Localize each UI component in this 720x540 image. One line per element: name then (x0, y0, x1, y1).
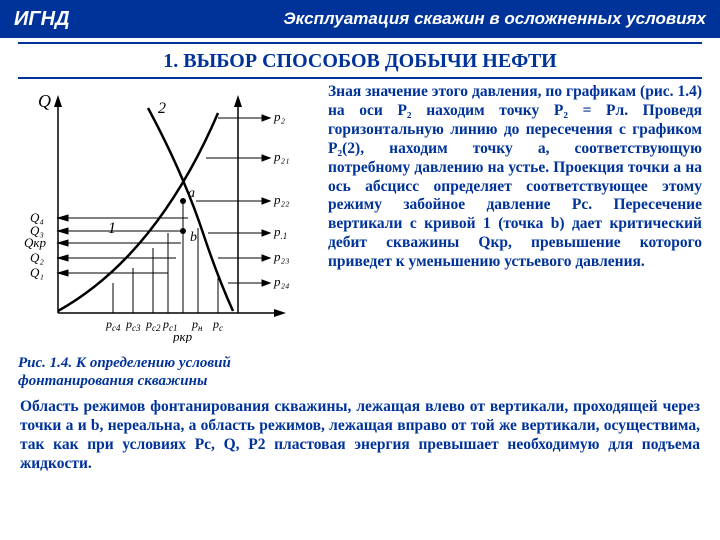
svg-text:Q₃: Q₃ (30, 223, 44, 238)
svg-text:p₂₄: p₂₄ (273, 274, 290, 289)
svg-text:p₂₁: p₂₁ (273, 149, 290, 164)
header-bar: ИГНД Эксплуатация скважин в осложненных … (0, 0, 720, 38)
svg-text:pс: pс (212, 317, 223, 333)
figure-svg: Q 1 2 a b (18, 83, 318, 343)
svg-text:Q₄: Q₄ (30, 210, 44, 225)
x-axis-end: pкр (172, 329, 193, 343)
section-title: 1. ВЫБОР СПОСОБОВ ДОБЫЧИ НЕФТИ (0, 50, 720, 73)
paragraph-right: Зная значение этого давления, по графика… (328, 83, 702, 390)
figure-caption: Рис. 1.4. К определению условий фонтанир… (18, 354, 320, 390)
y-axis-label: Q (38, 91, 51, 111)
header-left: ИГНД (14, 8, 70, 31)
svg-text:Q₁: Q₁ (30, 265, 44, 280)
svg-text:p₂₃: p₂₃ (273, 249, 290, 264)
paragraph-bottom: Область режимов фонтанирования скважины,… (0, 390, 720, 474)
header-right: Эксплуатация скважин в осложненных услов… (283, 9, 706, 29)
divider-top (18, 42, 702, 44)
svg-text:Q₂: Q₂ (30, 250, 44, 265)
point-b: b (190, 230, 197, 245)
point-a: a (188, 186, 195, 201)
left-column: Q 1 2 a b (18, 83, 320, 390)
curve2-label: 2 (158, 100, 166, 117)
svg-text:pс4: pс4 (105, 317, 121, 333)
svg-text:pс3: pс3 (125, 317, 141, 333)
svg-text:pс2: pс2 (145, 317, 161, 333)
content-row: Q 1 2 a b (0, 79, 720, 390)
svg-text:p₂: p₂ (273, 109, 286, 124)
svg-text:pн: pн (191, 317, 203, 333)
curve1-label: 1 (108, 220, 116, 237)
svg-text:p.1: p.1 (273, 224, 287, 241)
svg-text:p₂₂: p₂₂ (273, 192, 290, 207)
